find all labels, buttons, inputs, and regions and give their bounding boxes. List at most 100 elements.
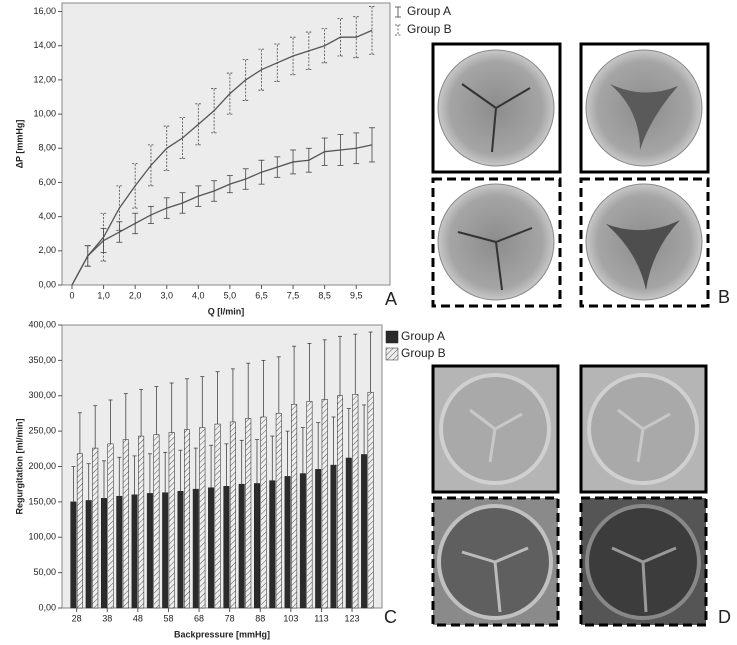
error-bar (292, 345, 297, 405)
y-tick-label: 6,00 (38, 177, 56, 187)
error-bar (369, 6, 375, 55)
error-bar (200, 376, 205, 428)
error-bar (276, 356, 281, 414)
x-tick-label: 103 (283, 613, 298, 623)
error-bar (338, 335, 343, 396)
error-bar (331, 416, 336, 466)
error-bar (353, 333, 358, 395)
plot-area (61, 324, 383, 609)
error-bar (169, 382, 174, 433)
bar (321, 399, 328, 609)
bar (168, 432, 175, 609)
y-tick-label: 200,00 (28, 461, 56, 471)
photo-panels-d (431, 364, 708, 627)
bar (92, 447, 99, 609)
y-tick-label: 10,00 (33, 108, 56, 118)
y-tick-label: 0,00 (38, 602, 56, 612)
bar (131, 494, 138, 609)
bar (291, 403, 298, 609)
bar (337, 395, 344, 609)
bar (275, 413, 282, 609)
error-bar (211, 180, 218, 202)
x-tick-label: 4,0 (192, 290, 205, 300)
x-axis-title: Backpressure [mmHg] (174, 629, 270, 639)
x-tick-label: 3,0 (160, 290, 173, 300)
error-bar (132, 163, 139, 209)
bar (345, 457, 352, 609)
x-tick-label: 6,5 (255, 290, 268, 300)
y-tick-label: 14,00 (33, 40, 56, 50)
error-bar (86, 463, 91, 501)
series-line (71, 144, 373, 286)
error-bar (211, 88, 218, 134)
error-bar (209, 444, 214, 488)
legend-swatch (385, 330, 399, 344)
x-tick-label: 88 (255, 613, 265, 623)
error-bar (300, 427, 305, 474)
y-tick-label: 350,00 (28, 355, 56, 365)
bar (76, 453, 83, 609)
y-axis-title: Regurgitation [ml/min] (14, 419, 24, 515)
error-bar (185, 378, 190, 430)
error-bar (116, 185, 123, 231)
legend-swatch (385, 347, 399, 361)
bar (253, 483, 261, 609)
bar (116, 495, 123, 609)
error-bar (226, 72, 233, 115)
error-bar (226, 175, 233, 194)
bar (284, 476, 291, 609)
error-bar (337, 134, 344, 166)
bar (162, 492, 169, 609)
error-bar (305, 31, 312, 71)
error-bar (123, 393, 128, 440)
error-bar (362, 404, 367, 455)
error-bar (395, 24, 401, 36)
legend-label: Group B (401, 346, 446, 360)
bar (208, 487, 215, 609)
legend-label: Group A (401, 329, 445, 343)
bar (361, 454, 368, 609)
error-bar (346, 408, 351, 459)
bar (223, 486, 230, 609)
error-bar (71, 466, 76, 502)
error-bar (77, 412, 82, 454)
bar (299, 473, 306, 609)
error-bar (258, 159, 265, 185)
error-bar (239, 439, 244, 485)
error-bar (285, 430, 290, 477)
y-tick-label: 16,00 (33, 6, 56, 16)
error-bar (246, 362, 251, 419)
bar (199, 427, 206, 609)
bar (70, 501, 77, 609)
error-bar (84, 245, 91, 267)
legend-label: Group A (407, 4, 451, 18)
x-tick-label: 28 (72, 613, 82, 623)
error-bar (270, 435, 275, 481)
bar (177, 491, 184, 609)
bar (214, 423, 221, 609)
bar (107, 443, 114, 609)
error-bar (254, 439, 259, 484)
error-bar (337, 17, 344, 57)
x-tick-label: 9,5 (350, 290, 363, 300)
y-tick-label: 2,00 (38, 245, 56, 255)
error-bar (353, 16, 360, 59)
bar (153, 434, 160, 609)
x-tick-label: 48 (133, 613, 143, 623)
error-bar (108, 399, 113, 444)
error-bar (154, 386, 159, 435)
error-bar (147, 453, 152, 494)
error-bar (322, 339, 327, 400)
error-bar (100, 212, 107, 262)
y-axis-title: ΔP [mmHg] (14, 120, 24, 169)
error-bar (178, 449, 183, 492)
y-tick-label: 8,00 (38, 143, 56, 153)
y-tick-label: 0,00 (38, 279, 56, 289)
error-bar (305, 147, 312, 173)
error-bar (193, 447, 198, 490)
error-bar (163, 197, 170, 219)
plot-area (61, 2, 391, 286)
error-bar (290, 149, 297, 175)
error-bar (215, 371, 220, 425)
error-bar (321, 137, 328, 166)
